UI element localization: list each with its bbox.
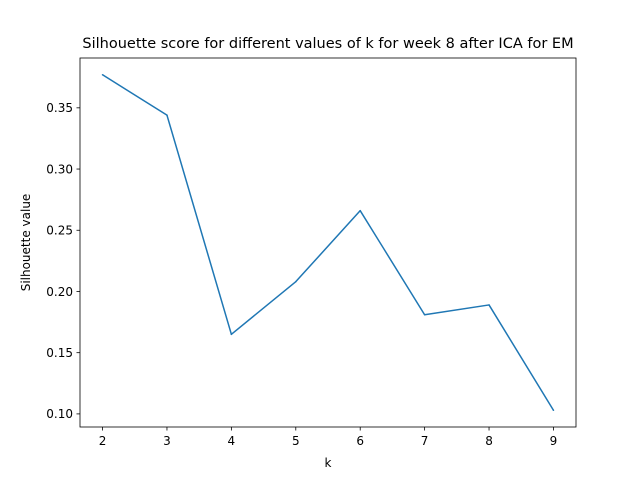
y-tick-label: 0.30 xyxy=(46,162,73,176)
y-tick-label: 0.20 xyxy=(46,285,73,299)
x-tick-label: 7 xyxy=(421,434,429,448)
data-point-k-7 xyxy=(423,313,426,316)
y-tick-label: 0.35 xyxy=(46,101,73,115)
y-axis: 0.10 0.15 0.20 0.25 0.30 0.35 xyxy=(46,101,80,421)
x-tick-label: 5 xyxy=(292,434,300,448)
x-axis-label: k xyxy=(325,456,332,470)
plot-frame xyxy=(79,57,577,428)
data-point-k-2 xyxy=(101,74,104,76)
x-axis: 2 3 4 5 6 7 8 9 xyxy=(99,427,558,448)
data-point-k-6 xyxy=(359,209,361,212)
y-tick-label: 0.10 xyxy=(46,407,73,421)
y-axis-label: Silhouette value xyxy=(19,194,33,292)
data-point-k-3 xyxy=(166,114,168,116)
data-point-k-5 xyxy=(295,280,297,283)
x-tick-label: 3 xyxy=(163,434,171,448)
y-tick-label: 0.15 xyxy=(46,346,73,360)
data-point-k-4 xyxy=(230,333,233,336)
data-point-k-9 xyxy=(552,409,555,411)
x-tick-label: 6 xyxy=(356,434,364,448)
plot-area xyxy=(101,74,555,411)
series-line-0 xyxy=(102,74,555,411)
x-tick-label: 2 xyxy=(99,434,107,448)
chart-title: Silhouette score for different values of… xyxy=(82,36,573,52)
x-tick-label: 8 xyxy=(485,434,493,448)
x-tick-label: 4 xyxy=(228,434,236,448)
x-tick-label: 9 xyxy=(550,434,558,448)
data-point-k-8 xyxy=(488,304,490,306)
y-tick-label: 0.25 xyxy=(46,224,73,238)
